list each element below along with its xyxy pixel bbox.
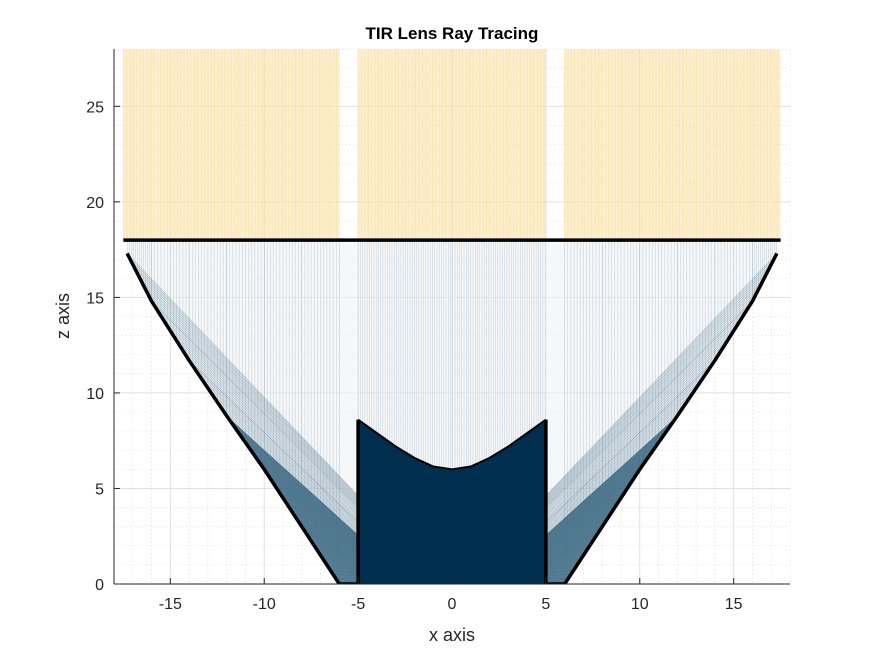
internal-ray — [545, 397, 691, 532]
internal-ray — [176, 340, 359, 518]
internal-ray — [545, 364, 712, 524]
internal-ray — [185, 355, 359, 522]
internal-ray — [173, 335, 359, 517]
internal-ray — [545, 340, 728, 518]
internal-ray — [545, 345, 725, 519]
central-lens-surface — [357, 418, 547, 471]
internal-ray — [545, 277, 765, 502]
internal-ray — [545, 257, 776, 497]
internal-ray — [545, 310, 747, 511]
internal-ray — [204, 383, 359, 529]
internal-ray — [545, 281, 763, 503]
y-axis-label: z axis — [53, 293, 73, 339]
internal-ray — [188, 360, 359, 523]
x-tick-label: 5 — [541, 596, 550, 613]
internal-ray — [126, 253, 359, 496]
ray-layer — [123, 49, 781, 584]
internal-ray — [545, 265, 771, 499]
axes: -15 -10 -5 0 5 10 15 0 5 10 15 20 25 — [86, 49, 790, 613]
internal-ray — [545, 297, 755, 507]
y-tick-label: 20 — [86, 195, 104, 212]
internal-ray — [545, 289, 759, 505]
internal-ray — [201, 378, 359, 528]
internal-ray — [192, 364, 359, 524]
internal-ray — [545, 355, 719, 522]
internal-ray — [545, 401, 687, 533]
internal-ray — [545, 293, 757, 506]
internal-ray — [147, 293, 359, 506]
internal-ray — [545, 387, 697, 530]
internal-ray — [160, 315, 359, 512]
internal-ray — [157, 310, 359, 511]
y-tick-label: 0 — [95, 577, 104, 594]
internal-ray — [154, 305, 359, 509]
internal-ray — [213, 397, 359, 532]
internal-ray — [207, 387, 359, 530]
internal-ray — [167, 325, 359, 514]
right-dense-rays — [545, 415, 678, 584]
internal-ray — [545, 330, 734, 516]
internal-ray — [545, 392, 694, 531]
internal-ray — [545, 285, 761, 504]
output-ray-band — [358, 49, 546, 241]
internal-ray — [139, 277, 359, 502]
x-axis-label: x axis — [429, 625, 475, 645]
internal-ray — [210, 392, 359, 531]
internal-ray — [545, 315, 744, 512]
y-tick-label: 15 — [86, 290, 104, 307]
chart-title: TIR Lens Ray Tracing — [366, 24, 539, 43]
internal-ray — [149, 297, 359, 507]
internal-ray — [545, 273, 767, 501]
right-tir-curve — [563, 252, 779, 584]
x-tick-label: 15 — [725, 596, 743, 613]
internal-ray — [135, 269, 359, 500]
internal-ray — [545, 305, 750, 509]
internal-ray — [133, 265, 359, 499]
internal-ray — [141, 281, 359, 503]
left-tir-curve — [125, 252, 341, 584]
internal-ray — [545, 360, 716, 523]
internal-ray — [151, 301, 359, 508]
x-tick-label: -10 — [253, 596, 276, 613]
internal-ray — [545, 320, 741, 513]
internal-ray — [545, 383, 700, 529]
internal-ray — [545, 369, 709, 525]
y-tick-label: 10 — [86, 386, 104, 403]
internal-ray — [220, 406, 359, 535]
internal-ray — [545, 378, 703, 528]
internal-ray — [179, 345, 359, 519]
internal-ray — [163, 320, 359, 513]
internal-ray — [545, 374, 706, 527]
internal-ray — [195, 369, 359, 525]
internal-ray — [545, 406, 684, 535]
internal-ray — [143, 285, 359, 504]
x-tick-label: 10 — [631, 596, 649, 613]
lens-outline — [123, 238, 781, 584]
internal-ray — [198, 374, 359, 527]
source-region — [358, 419, 546, 584]
internal-ray — [545, 269, 769, 500]
internal-ray — [137, 273, 359, 501]
internal-ray — [145, 289, 359, 505]
x-tick-label: -15 — [159, 596, 182, 613]
left-dense-rays — [226, 415, 359, 584]
x-tick-label: 0 — [448, 596, 457, 613]
internal-ray — [128, 257, 359, 497]
internal-ray — [545, 301, 753, 508]
internal-ray — [217, 401, 359, 533]
y-tick-label: 25 — [86, 99, 104, 116]
internal-ray — [545, 261, 773, 498]
internal-ray — [545, 350, 722, 521]
y-tick-label: 5 — [95, 481, 104, 498]
internal-ray — [545, 335, 731, 517]
internal-ray — [545, 253, 778, 496]
x-tick-label: -5 — [351, 596, 365, 613]
internal-ray — [131, 261, 359, 498]
internal-ray — [545, 325, 737, 514]
internal-ray — [170, 330, 359, 516]
internal-ray — [182, 350, 359, 521]
